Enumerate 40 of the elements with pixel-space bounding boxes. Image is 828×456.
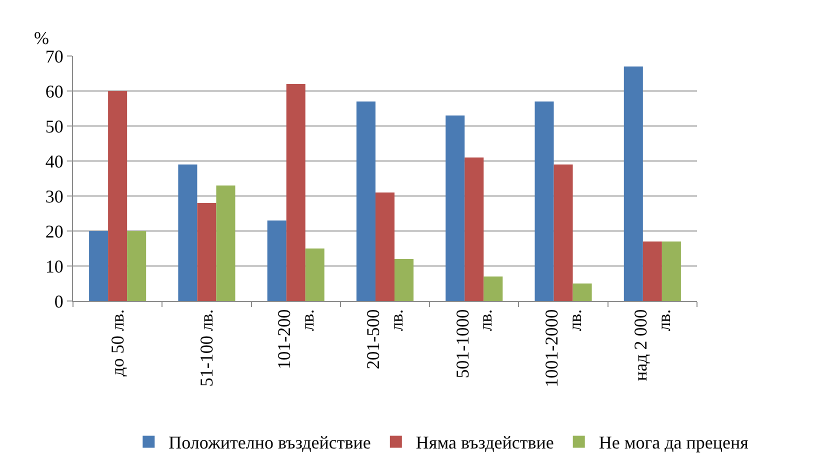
bar [267, 220, 286, 301]
bar [464, 158, 484, 301]
x-tick-label: 501-1000 лв. [452, 309, 496, 378]
bar [446, 116, 465, 301]
y-tick-label: 50 [45, 116, 64, 136]
bar [216, 186, 236, 301]
bar [394, 259, 414, 301]
bar [286, 84, 306, 301]
x-tick-label: 1001-2000 лв. [541, 309, 585, 388]
bar [642, 242, 662, 301]
bar [356, 102, 376, 301]
x-tick-label: 101-200 лв. [274, 309, 318, 370]
legend-label: Няма въздействие [416, 432, 554, 453]
bar [375, 192, 395, 301]
bar [534, 102, 554, 301]
y-tick-label: 40 [45, 151, 64, 172]
bar [484, 276, 503, 301]
x-tick-label: до 50 лв. [107, 309, 128, 376]
bar [108, 91, 128, 301]
bar [572, 284, 592, 301]
y-tick-label: 20 [45, 221, 64, 242]
y-tick-label: 10 [45, 256, 64, 276]
x-tick-label: над 2 000 лв. [630, 309, 674, 381]
bar [305, 248, 324, 301]
y-tick-label: 30 [45, 186, 64, 206]
legend-label: Положително въздействие [168, 432, 371, 453]
bar [197, 203, 216, 301]
y-tick-label: 70 [45, 46, 64, 66]
bar [178, 164, 198, 301]
bar [624, 66, 643, 301]
x-tick-label: 51-100 лв. [196, 309, 217, 387]
bar [554, 164, 573, 301]
y-tick-label: 60 [45, 81, 64, 102]
y-axis-title: % [34, 28, 49, 48]
legend-label: Не мога да преценя [598, 432, 748, 453]
x-tick-label: 201-500 лв. [363, 309, 407, 370]
y-tick-label: 0 [54, 291, 64, 312]
bar [127, 231, 146, 301]
bar [662, 242, 681, 301]
bar [89, 231, 108, 301]
